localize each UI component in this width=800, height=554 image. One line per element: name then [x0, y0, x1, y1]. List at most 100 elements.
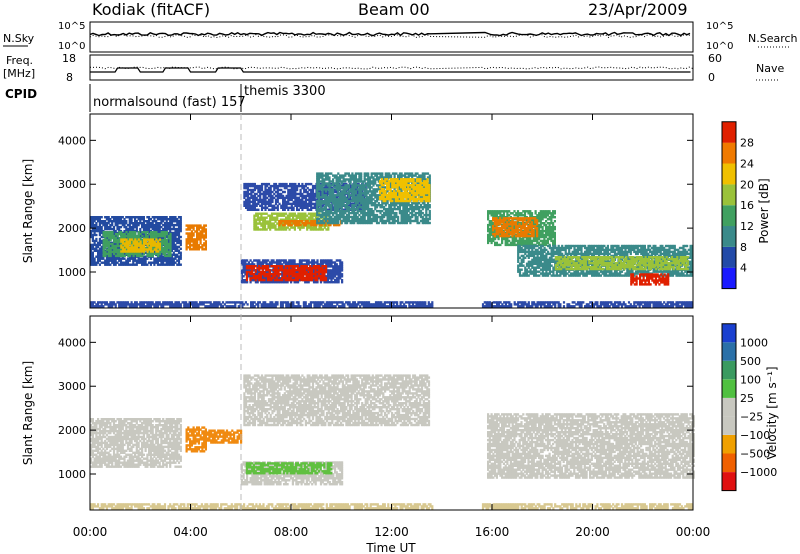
heatmap-cell	[160, 222, 163, 225]
heatmap-cell	[386, 202, 389, 205]
heatmap-cell	[381, 200, 384, 203]
heatmap-cell	[306, 190, 309, 194]
heatmap-cell	[128, 252, 132, 256]
heatmap-cell	[370, 221, 373, 225]
heatmap-cell	[531, 301, 534, 304]
heatmap-cell	[390, 206, 393, 209]
heatmap-cell	[337, 194, 340, 197]
heatmap-cell	[311, 202, 315, 206]
heatmap-cell	[540, 301, 543, 304]
heatmap-cell	[320, 303, 323, 306]
heatmap-cell	[121, 254, 125, 258]
heatmap-cell	[299, 190, 302, 194]
heatmap-cell	[400, 195, 403, 199]
heatmap-cell	[253, 228, 256, 231]
heatmap-cell	[316, 178, 319, 181]
heatmap-cell	[358, 180, 361, 183]
heatmap-cell	[423, 217, 426, 221]
heatmap-cell	[349, 200, 352, 203]
heatmap-cell	[121, 236, 125, 240]
heatmap-cell	[285, 228, 288, 231]
heatmap-cell	[177, 229, 181, 233]
heatmap-cell	[397, 217, 400, 221]
heatmap-cell	[323, 303, 327, 306]
heatmap-cell	[680, 301, 683, 304]
heatmap-cell	[613, 303, 617, 306]
heatmap-cell	[393, 180, 396, 183]
heatmap-cell	[282, 208, 285, 211]
heatmap-cell	[306, 226, 309, 229]
heatmap-cell	[543, 305, 546, 308]
heatmap-cell	[321, 207, 324, 211]
heatmap-cell	[580, 305, 583, 308]
heatmap-cell	[139, 261, 142, 264]
heatmap-cell	[353, 209, 356, 213]
heatmap-cell	[429, 305, 432, 308]
heatmap-cell	[304, 222, 307, 225]
heatmap-cell	[333, 223, 336, 227]
heatmap-cell	[287, 303, 290, 306]
heatmap-cell	[396, 186, 399, 189]
heatmap-cell	[197, 238, 200, 241]
heatmap-cell	[324, 196, 328, 199]
heatmap-cell	[325, 192, 329, 196]
heatmap-cell	[428, 221, 431, 225]
heatmap-cell	[361, 200, 365, 203]
heatmap-cell	[311, 226, 314, 229]
heatmap-cell	[677, 301, 680, 304]
heatmap-cell	[394, 178, 397, 181]
heatmap-cell	[395, 204, 398, 207]
heatmap-cell	[170, 263, 174, 266]
heatmap-cell	[189, 224, 192, 227]
heatmap-cell	[313, 204, 316, 207]
heatmap-cell	[164, 231, 167, 234]
heatmap-cell	[401, 180, 404, 183]
heatmap-cell	[155, 232, 158, 236]
heatmap-cell	[353, 194, 356, 197]
heatmap-cell	[384, 204, 387, 207]
heatmap-cell	[132, 222, 135, 225]
heatmap-cell	[137, 234, 140, 238]
heatmap-cell	[328, 200, 331, 203]
heatmap-cell	[344, 217, 347, 221]
heatmap-cell	[290, 202, 293, 206]
heatmap-cell	[411, 207, 414, 211]
heatmap-cell	[404, 305, 407, 308]
heatmap-cell	[424, 305, 427, 308]
heatmap-cell	[330, 190, 333, 193]
heatmap-cell	[377, 186, 380, 189]
heatmap-cell	[290, 192, 293, 196]
heatmap-cell	[245, 182, 248, 186]
heatmap-cell	[407, 182, 410, 185]
heatmap-cell	[351, 219, 354, 223]
heatmap-cell	[328, 190, 331, 193]
heatmap-cell	[656, 305, 659, 308]
heatmap-cell	[123, 254, 126, 258]
heatmap-cell	[253, 214, 256, 217]
heatmap-cell	[246, 188, 249, 192]
heatmap-cell	[371, 303, 374, 306]
heatmap-cell	[395, 190, 398, 193]
heatmap-cell	[318, 305, 321, 308]
heatmap-cell	[351, 200, 354, 203]
heatmap-cell	[283, 223, 286, 227]
heatmap-cell	[269, 188, 272, 192]
heatmap-cell	[176, 263, 179, 266]
heatmap-cell	[332, 221, 335, 225]
heatmap-cell	[90, 223, 93, 227]
heatmap-cell	[605, 303, 608, 306]
heatmap-cell	[253, 218, 256, 221]
heatmap-cell	[367, 184, 370, 187]
heatmap-cell	[374, 182, 377, 185]
heatmap-cell	[179, 227, 182, 231]
heatmap-cell	[93, 263, 96, 266]
heatmap-cell	[426, 207, 430, 211]
heatmap-cell	[260, 228, 263, 231]
heatmap-cell	[109, 242, 112, 246]
heatmap-cell	[333, 219, 336, 223]
heatmap-cell	[172, 259, 175, 262]
heatmap-cell	[285, 206, 288, 209]
heatmap-cell	[116, 240, 119, 244]
heatmap-cell	[93, 233, 96, 237]
heatmap-cell	[382, 189, 385, 193]
